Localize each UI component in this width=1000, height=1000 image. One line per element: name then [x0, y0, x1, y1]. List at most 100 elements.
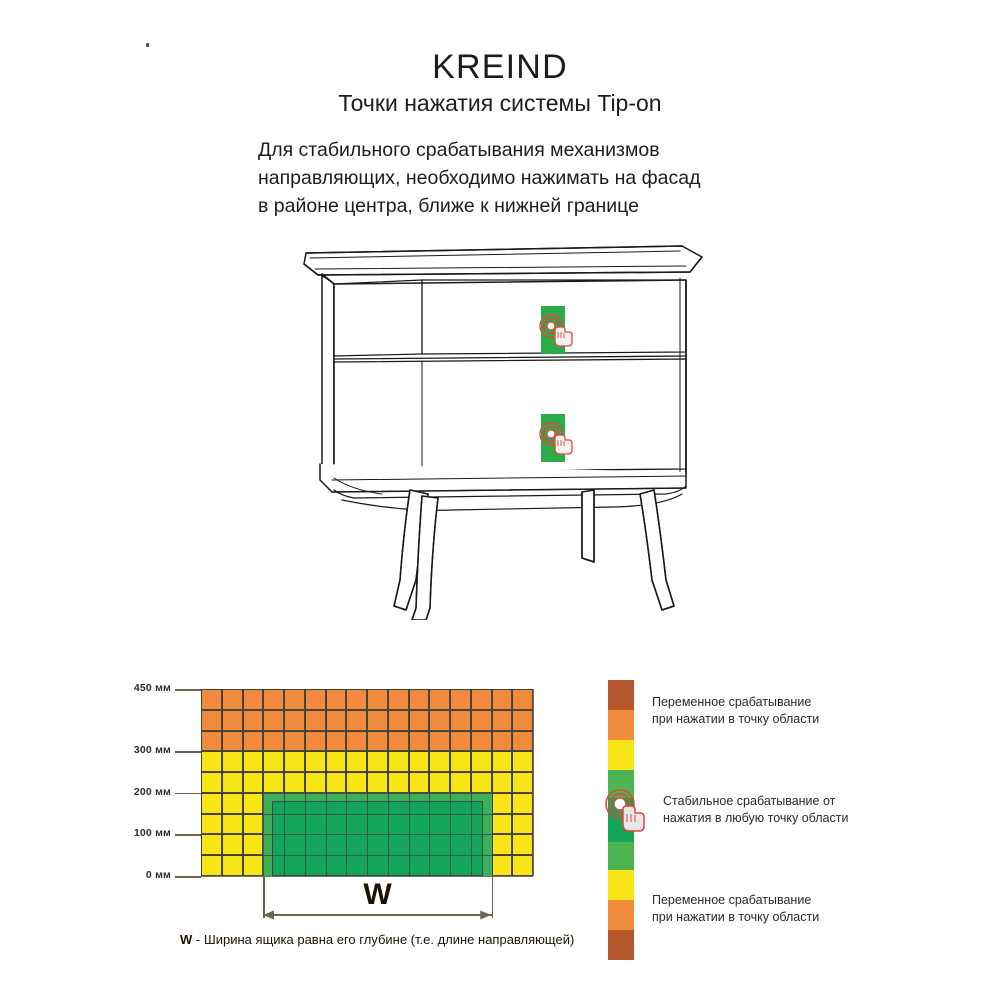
- heatmap-cell: [491, 792, 513, 814]
- dimension-line: [263, 914, 492, 916]
- heatmap-cell: [325, 689, 347, 710]
- heatmap-cell: [201, 834, 222, 856]
- heatmap-cell: [408, 730, 430, 752]
- heatmap-cell: [512, 834, 533, 856]
- heatmap-cell: [470, 772, 492, 793]
- heatmap-cell: [491, 689, 513, 710]
- heatmap-cell: [325, 772, 347, 793]
- heatmap-cell: [387, 709, 409, 731]
- heatmap-cell: [346, 709, 367, 731]
- description-line-3: в районе центра, ближе к нижней границе: [258, 195, 639, 217]
- heatmap-cell: [470, 689, 492, 710]
- heatmap-cell: [242, 834, 264, 856]
- heatmap-cell: [221, 792, 243, 814]
- heatmap-cell: [263, 834, 284, 856]
- heatmap-cell: [221, 834, 243, 856]
- heatmap-cell: [367, 730, 388, 752]
- legend-item-line-2: при нажатии в точку области: [652, 711, 820, 726]
- heatmap-cell: [408, 751, 430, 773]
- heatmap-cell: [346, 792, 367, 814]
- dim-extension-left: [263, 876, 265, 918]
- legend-item-line-2: при нажатии в точку области: [652, 909, 820, 924]
- heatmap-cell: [284, 751, 305, 773]
- nightstand-illustration: [282, 228, 706, 620]
- heatmap-cell: [221, 730, 243, 752]
- legend-band-orange-top: [608, 710, 634, 740]
- heatmap-cell: [242, 689, 264, 710]
- caption-symbol: W: [180, 932, 193, 947]
- heatmap-cell: [242, 709, 264, 731]
- heatmap-cell: [367, 813, 388, 835]
- heatmap-cell: [512, 730, 533, 752]
- heatmap-cell: [491, 751, 513, 773]
- y-axis-tick: [175, 876, 201, 878]
- heatmap-cell: [201, 855, 222, 876]
- heatmap-cell: [304, 813, 326, 835]
- heatmap-cell: [221, 709, 243, 731]
- heatmap-cell: [408, 772, 430, 793]
- heatmap-cell: [201, 689, 222, 710]
- heatmap-cell: [450, 709, 471, 731]
- y-axis-tick: [175, 792, 201, 795]
- heatmap-cell: [450, 689, 471, 710]
- heatmap-cell: [408, 792, 430, 814]
- chart-caption: W - Ширина ящика равна его глубине (т.е.…: [180, 932, 574, 947]
- heatmap-cell: [242, 813, 264, 835]
- heatmap-cell: [284, 689, 305, 710]
- heatmap-cell: [263, 792, 284, 814]
- heatmap-cell: [470, 855, 492, 876]
- heatmap-cell: [387, 813, 409, 835]
- dim-extension-right: [491, 876, 493, 918]
- legend-band-yellow-top: [608, 740, 634, 770]
- heatmap-cell: [304, 709, 326, 731]
- heatmap-cell: [429, 751, 450, 773]
- heatmap-cell: [304, 855, 326, 876]
- heatmap-cell: [450, 792, 471, 814]
- heatmap-cell: [470, 792, 492, 814]
- heatmap-cell: [429, 772, 450, 793]
- heatmap-cell: [284, 855, 305, 876]
- description-line-1: Для стабильного срабатывания механизмов: [258, 139, 660, 161]
- heatmap-cell: [263, 772, 284, 793]
- heatmap-cell: [387, 751, 409, 773]
- heatmap-cell: [429, 730, 450, 752]
- heatmap-cell: [450, 855, 471, 876]
- tap-point-upper-drawer[interactable]: [539, 306, 573, 354]
- heatmap-cell: [346, 689, 367, 710]
- brand-title: KREIND: [432, 48, 568, 86]
- legend-item-line-2: нажатия в любую точку области: [663, 810, 849, 825]
- heatmap-cell: [387, 834, 409, 856]
- heatmap-cell: [367, 751, 388, 773]
- heatmap-cell: [201, 751, 222, 773]
- heatmap-cell: [387, 730, 409, 752]
- heatmap-cell: [325, 813, 347, 835]
- heatmap-cell: [450, 751, 471, 773]
- heatmap-cell: [201, 730, 222, 752]
- heatmap-cell: [346, 855, 367, 876]
- heatmap-cell: [221, 772, 243, 793]
- tap-point-lower-drawer[interactable]: [539, 414, 573, 462]
- legend-item-variable-upper: Переменное срабатывание при нажатии в то…: [652, 694, 819, 727]
- heatmap-cell: [346, 834, 367, 856]
- heatmap-cell: [304, 772, 326, 793]
- heatmap-cell: [429, 709, 450, 731]
- heatmap-cell: [491, 709, 513, 731]
- heatmap-cell: [221, 813, 243, 835]
- legend-color-strip: [608, 680, 634, 960]
- heatmap-cell: [346, 772, 367, 793]
- legend-band-dark-brown-top: [608, 680, 634, 710]
- heatmap-cell: [284, 772, 305, 793]
- heatmap-cell: [429, 834, 450, 856]
- legend-item-line-1: Переменное срабатывание: [652, 893, 812, 907]
- heatmap-cell: [429, 792, 450, 814]
- dimension-arrowheads: [263, 910, 492, 920]
- heatmap-cell: [325, 730, 347, 752]
- heatmap-cell: [367, 834, 388, 856]
- heatmap-cell: [242, 855, 264, 876]
- heatmap-cell: [387, 772, 409, 793]
- heatmap-cell: [429, 855, 450, 876]
- heatmap-cell: [346, 751, 367, 773]
- y-axis-tick: [175, 751, 201, 753]
- heatmap-cell: [450, 730, 471, 752]
- heatmap-cell: [201, 709, 222, 731]
